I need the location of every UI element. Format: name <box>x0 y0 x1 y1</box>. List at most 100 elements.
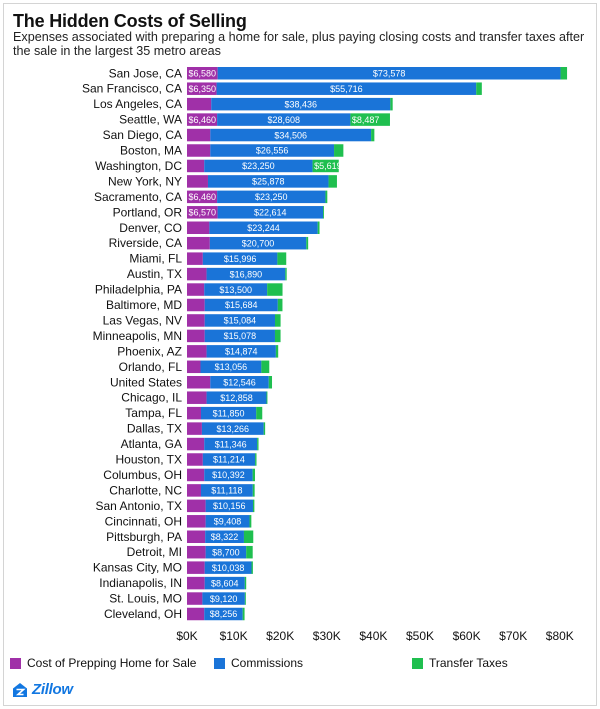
category-label-kansas-city-mo: Kansas City, MO <box>93 561 182 575</box>
bar-transfer-riverside-ca <box>306 236 309 250</box>
data-label-commissions-boston-ma: $26,556 <box>256 146 289 156</box>
data-label-commissions-austin-tx: $16,890 <box>230 269 263 279</box>
category-label-detroit-mi: Detroit, MI <box>127 545 182 559</box>
bar-transfer-pittsburgh-pa <box>243 530 254 543</box>
category-label-atlanta-ga: Atlanta, GA <box>121 437 182 451</box>
bar-transfer-dallas-tx <box>263 422 266 435</box>
data-label-commissions-miami-fl: $15,996 <box>224 254 257 264</box>
category-label-seattle-wa: Seattle, WA <box>119 113 182 127</box>
bar-prep-phoenix-az <box>187 345 207 358</box>
data-label-commissions-seattle-wa: $28,608 <box>267 115 300 125</box>
data-label-commissions-new-york-ny: $25,878 <box>252 177 285 187</box>
category-label-chicago-il: Chicago, IL <box>121 391 182 405</box>
bar-commissions-indianapolis-in <box>204 576 245 590</box>
data-label-commissions-san-francisco-ca: $55,716 <box>330 84 363 94</box>
bar-transfer-san-antonio-tx <box>252 499 255 513</box>
bar-commissions-new-york-ny <box>207 175 329 188</box>
bar-commissions-united-states <box>210 376 269 389</box>
bar-commissions-sacramento-ca <box>217 190 326 204</box>
bar-commissions-portland-or <box>217 206 323 219</box>
category-label-orlando-fl: Orlando, FL <box>119 360 183 374</box>
bar-commissions-orlando-fl <box>200 360 262 374</box>
data-label-prep-sacramento-ca: $6,460 <box>189 192 217 202</box>
data-label-prep-seattle-wa: $6,460 <box>189 115 217 125</box>
bar-transfer-cincinnati-oh <box>249 515 252 528</box>
x-tick-label-5: $50K <box>406 629 434 643</box>
data-label-commissions-san-diego-ca: $34,506 <box>274 130 307 140</box>
bar-transfer-baltimore-md <box>277 298 283 312</box>
data-label-commissions-baltimore-md: $15,684 <box>225 300 258 310</box>
data-label-commissions-indianapolis-in: $8,604 <box>211 578 239 588</box>
bar-transfer-philadelphia-pa <box>267 283 283 296</box>
x-tick-label-8: $80K <box>546 629 574 643</box>
data-label-commissions-denver-co: $23,244 <box>247 223 280 233</box>
data-label-commissions-las-vegas-nv: $15,084 <box>224 316 257 326</box>
x-tick-label-1: $10K <box>220 629 248 643</box>
legend: Cost of Prepping Home for Sale Commissio… <box>10 656 590 674</box>
bar-transfer-phoenix-az <box>275 345 279 358</box>
category-label-portland-or: Portland, OR <box>113 205 183 219</box>
zillow-logo: Zillow <box>12 681 73 698</box>
category-label-baltimore-md: Baltimore, MD <box>106 298 182 312</box>
legend-swatch-transfer <box>412 657 423 669</box>
bar-prep-philadelphia-pa <box>187 283 205 296</box>
zillow-house-icon <box>13 682 27 697</box>
bar-commissions-denver-co <box>209 221 318 234</box>
category-label-austin-tx: Austin, TX <box>127 267 182 281</box>
legend-item-commissions: Commissions <box>214 656 303 670</box>
data-label-commissions-pittsburgh-pa: $8,322 <box>211 532 239 542</box>
bar-commissions-tampa-fl <box>200 406 257 420</box>
bar-prep-united-states <box>187 376 211 389</box>
bar-transfer-austin-tx <box>285 267 287 281</box>
x-tick-label-3: $30K <box>313 629 341 643</box>
category-label-san-diego-ca: San Diego, CA <box>103 128 182 142</box>
bar-prep-kansas-city-mo <box>187 561 205 574</box>
data-label-commissions-columbus-oh: $10,392 <box>212 470 245 480</box>
bar-transfer-indianapolis-in <box>244 576 247 590</box>
category-label-united-states: United States <box>110 375 182 389</box>
bar-transfer-columbus-oh <box>252 468 255 482</box>
bar-transfer-san-diego-ca <box>371 128 375 142</box>
data-label-prep-san-jose-ca: $6,580 <box>189 68 217 78</box>
bar-commissions-detroit-mi <box>205 545 247 559</box>
category-label-washington-dc: Washington, DC <box>95 159 182 173</box>
bar-commissions-san-diego-ca <box>210 128 372 142</box>
bar-commissions-baltimore-md <box>204 298 278 312</box>
bar-prep-san-diego-ca <box>187 128 211 142</box>
bar-prep-san-antonio-tx <box>187 499 206 513</box>
bar-commissions-washington-dc <box>204 159 313 173</box>
data-label-prep-san-francisco-ca: $6,350 <box>189 84 217 94</box>
bar-commissions-dallas-tx <box>201 422 264 435</box>
data-label-commissions-st-louis-mo: $9,120 <box>210 594 238 604</box>
bar-transfer-st-louis-mo <box>244 592 246 605</box>
data-label-commissions-houston-tx: $11,214 <box>213 455 245 465</box>
bar-prep-chicago-il <box>187 391 207 404</box>
bar-commissions-riverside-ca <box>209 236 307 250</box>
legend-label-transfer: Transfer Taxes <box>429 656 508 670</box>
legend-label-commissions: Commissions <box>231 656 304 670</box>
bar-commissions-columbus-oh <box>204 468 253 482</box>
bar-prep-sacramento-ca <box>187 190 218 204</box>
bar-transfer-minneapolis-mn <box>274 329 281 343</box>
bar-prep-orlando-fl <box>187 360 201 374</box>
category-label-san-antonio-tx: San Antonio, TX <box>95 499 182 513</box>
bar-prep-columbus-oh <box>187 468 205 482</box>
bar-transfer-charlotte-nc <box>252 484 255 497</box>
bar-prep-san-jose-ca <box>187 67 218 80</box>
bar-commissions-phoenix-az <box>206 345 276 358</box>
data-label-transfer-washington-dc: $5,619 <box>314 161 342 171</box>
bar-transfer-denver-co <box>317 221 320 234</box>
data-label-commissions-minneapolis-mn: $15,078 <box>224 331 257 341</box>
bar-commissions-las-vegas-nv <box>204 314 275 327</box>
bar-prep-charlotte-nc <box>187 484 201 497</box>
bar-transfer-new-york-ny <box>328 175 337 188</box>
legend-label-prep: Cost of Prepping Home for Sale <box>27 656 197 670</box>
bar-commissions-cincinnati-oh <box>205 515 250 528</box>
category-label-cleveland-oh: Cleveland, OH <box>104 607 182 621</box>
bar-commissions-houston-tx <box>202 453 256 466</box>
data-label-commissions-phoenix-az: $14,874 <box>225 347 258 357</box>
x-tick-label-2: $20K <box>266 629 294 643</box>
bar-prep-san-francisco-ca <box>187 82 217 95</box>
x-tick-label-4: $40K <box>359 629 387 643</box>
